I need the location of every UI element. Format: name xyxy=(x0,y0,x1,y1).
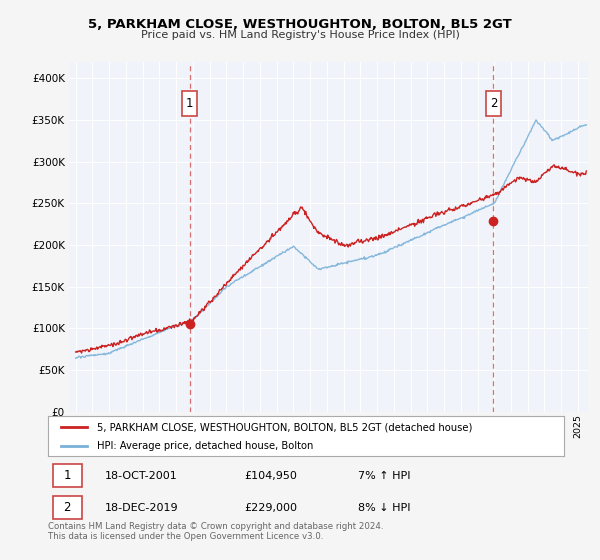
Text: 5, PARKHAM CLOSE, WESTHOUGHTON, BOLTON, BL5 2GT: 5, PARKHAM CLOSE, WESTHOUGHTON, BOLTON, … xyxy=(88,18,512,31)
Text: 1: 1 xyxy=(64,469,71,482)
Text: £229,000: £229,000 xyxy=(244,502,297,512)
Text: 2: 2 xyxy=(490,97,497,110)
Bar xyxy=(486,91,501,116)
Text: HPI: Average price, detached house, Bolton: HPI: Average price, detached house, Bolt… xyxy=(97,441,313,451)
Text: Contains HM Land Registry data © Crown copyright and database right 2024.
This d: Contains HM Land Registry data © Crown c… xyxy=(48,522,383,542)
Text: 18-OCT-2001: 18-OCT-2001 xyxy=(105,470,178,480)
Text: 5, PARKHAM CLOSE, WESTHOUGHTON, BOLTON, BL5 2GT (detached house): 5, PARKHAM CLOSE, WESTHOUGHTON, BOLTON, … xyxy=(97,422,472,432)
Text: 7% ↑ HPI: 7% ↑ HPI xyxy=(358,470,410,480)
Bar xyxy=(182,91,197,116)
Text: £104,950: £104,950 xyxy=(244,470,297,480)
Text: 8% ↓ HPI: 8% ↓ HPI xyxy=(358,502,410,512)
Text: 18-DEC-2019: 18-DEC-2019 xyxy=(105,502,178,512)
Text: 1: 1 xyxy=(186,97,193,110)
Bar xyxy=(53,496,82,519)
Text: Price paid vs. HM Land Registry's House Price Index (HPI): Price paid vs. HM Land Registry's House … xyxy=(140,30,460,40)
Text: 2: 2 xyxy=(64,501,71,514)
Bar xyxy=(53,464,82,487)
